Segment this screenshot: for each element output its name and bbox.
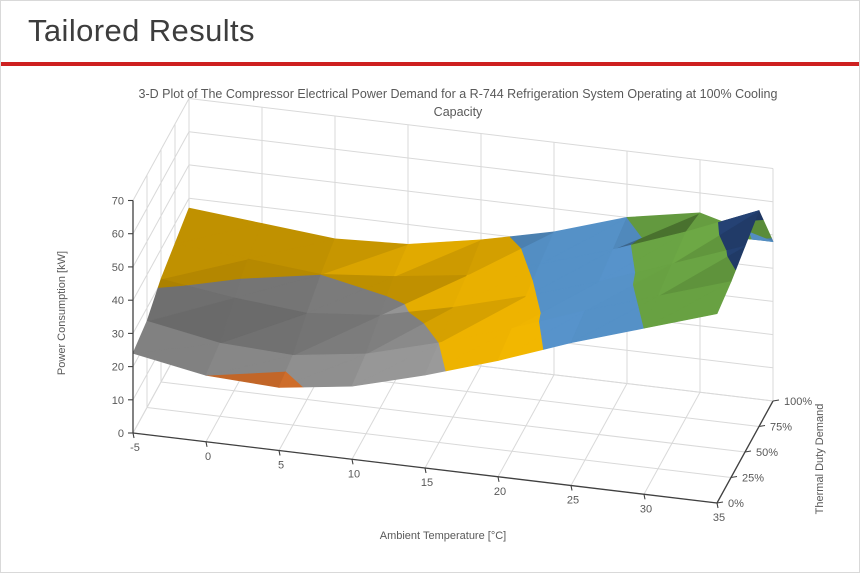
svg-text:60: 60 [112,229,124,241]
svg-text:-5: -5 [130,442,140,454]
svg-text:30: 30 [640,503,652,515]
surface-mesh [132,207,774,388]
svg-text:0%: 0% [728,498,744,510]
svg-text:10: 10 [112,395,124,407]
svg-text:35: 35 [713,512,725,524]
title-underline [1,62,859,66]
svg-text:10: 10 [348,468,360,480]
svg-text:Power Consumption [kW]: Power Consumption [kW] [56,251,68,375]
chart-title: 3-D Plot of The Compressor Electrical Po… [138,87,778,120]
svg-text:70: 70 [112,196,124,208]
svg-text:50%: 50% [756,447,778,459]
svg-text:25: 25 [567,495,579,507]
svg-text:75%: 75% [770,422,792,434]
svg-text:30: 30 [112,328,124,340]
svg-text:40: 40 [112,295,124,307]
svg-text:50: 50 [112,262,124,274]
svg-text:20: 20 [112,362,124,374]
svg-text:5: 5 [278,460,284,472]
svg-text:0: 0 [118,428,124,440]
svg-text:100%: 100% [784,396,812,408]
chart-axes: 0 10 20 30 40 50 60 70 -5 0 5 10 15 20 25 30 350% 25% 50% 7… [56,196,826,542]
svg-text:Thermal Duty Demand: Thermal Duty Demand [814,404,826,515]
svg-text:Ambient Temperature [°C]: Ambient Temperature [°C] [380,530,506,542]
svg-text:20: 20 [494,486,506,498]
svg-text:0: 0 [205,451,211,463]
svg-text:15: 15 [421,477,433,489]
page-title: Tailored Results [28,13,255,48]
svg-text:25%: 25% [742,473,764,485]
